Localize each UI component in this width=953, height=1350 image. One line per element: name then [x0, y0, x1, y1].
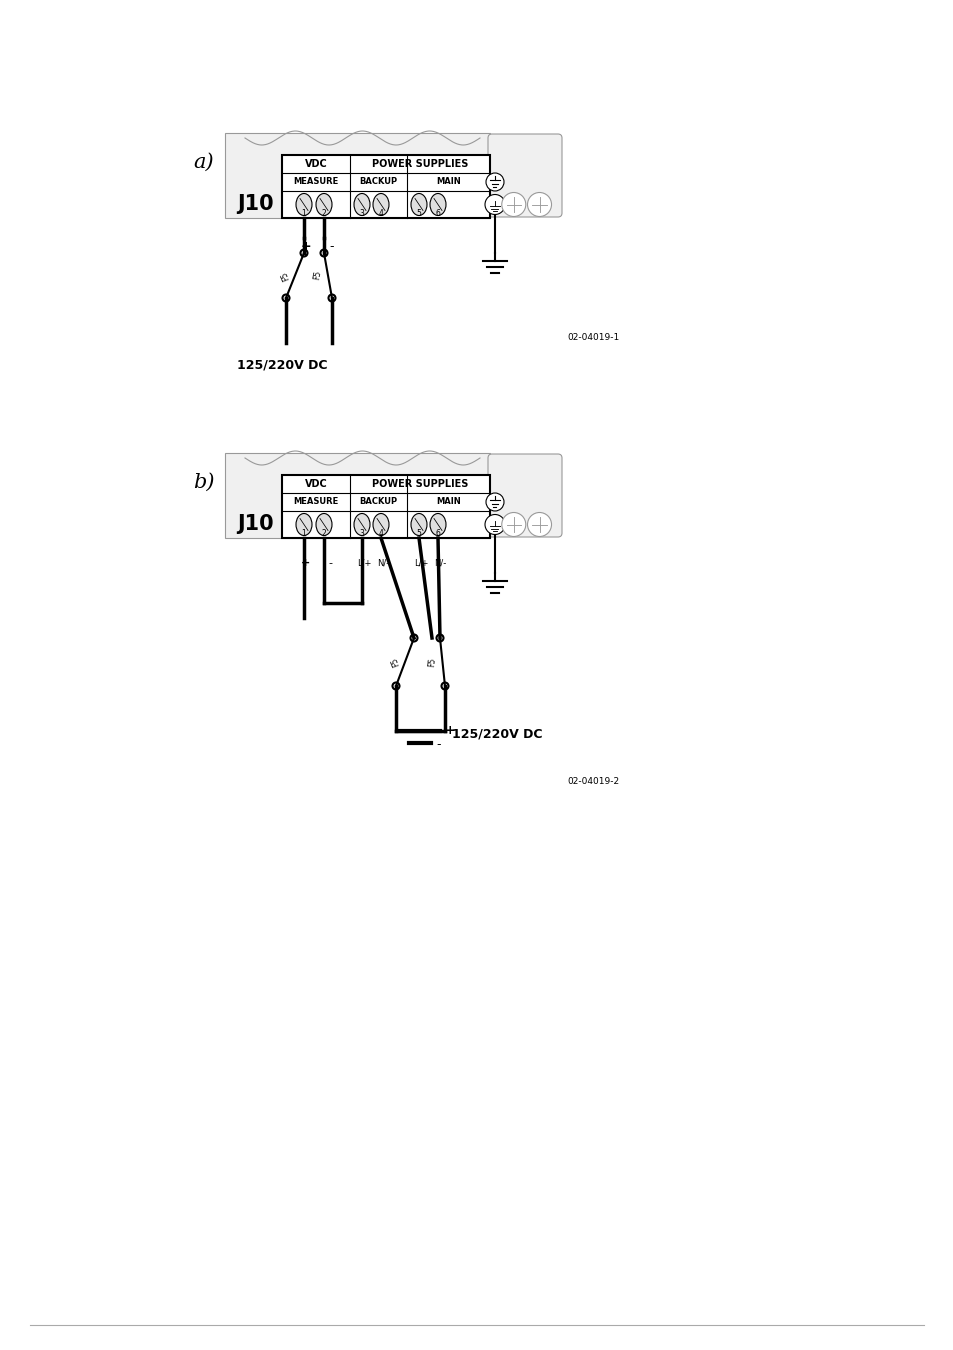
Text: a): a)	[193, 153, 213, 171]
Text: 02-04019-2: 02-04019-2	[567, 776, 619, 786]
Text: b): b)	[193, 472, 214, 491]
Ellipse shape	[411, 513, 427, 536]
Circle shape	[501, 193, 525, 216]
Circle shape	[436, 634, 443, 641]
Circle shape	[320, 250, 327, 256]
Circle shape	[410, 634, 417, 641]
Text: MAIN: MAIN	[436, 177, 460, 186]
Text: MAIN: MAIN	[436, 498, 460, 506]
Text: 4: 4	[378, 529, 383, 539]
Circle shape	[392, 683, 399, 690]
FancyBboxPatch shape	[488, 454, 561, 537]
Text: J10: J10	[237, 194, 274, 215]
Text: 1: 1	[301, 209, 306, 219]
Text: -: -	[328, 558, 332, 568]
Ellipse shape	[354, 193, 370, 216]
Text: 4: 4	[378, 209, 383, 219]
Text: 3: 3	[359, 529, 364, 539]
Text: +: +	[444, 725, 455, 737]
FancyBboxPatch shape	[488, 134, 561, 217]
Circle shape	[484, 194, 504, 215]
Circle shape	[527, 193, 551, 216]
Text: +: +	[300, 240, 311, 252]
Bar	[282, 155, 490, 217]
Text: 1: 1	[301, 529, 306, 539]
Circle shape	[282, 294, 289, 301]
Bar	[225, 454, 490, 539]
Ellipse shape	[430, 513, 446, 536]
Circle shape	[300, 250, 307, 256]
Text: 125/220V DC: 125/220V DC	[452, 728, 542, 741]
Text: F5: F5	[427, 657, 437, 667]
Ellipse shape	[295, 193, 312, 216]
Text: 5: 5	[416, 209, 421, 219]
Text: F5: F5	[313, 270, 323, 281]
Ellipse shape	[295, 513, 312, 536]
Text: 5: 5	[416, 529, 421, 539]
Text: +: +	[301, 558, 311, 568]
Text: POWER SUPPLIES: POWER SUPPLIES	[372, 159, 468, 169]
Text: MEASURE: MEASURE	[294, 177, 338, 186]
Text: 125/220V DC: 125/220V DC	[236, 358, 327, 371]
Text: 02-04019-1: 02-04019-1	[567, 333, 619, 343]
Circle shape	[484, 514, 504, 535]
Text: -: -	[330, 240, 334, 252]
Text: 6: 6	[436, 209, 440, 219]
Text: BACKUP: BACKUP	[359, 177, 397, 186]
Text: 2: 2	[321, 529, 326, 539]
Ellipse shape	[373, 513, 389, 536]
Circle shape	[485, 493, 503, 512]
Text: F5: F5	[279, 270, 291, 281]
Circle shape	[527, 513, 551, 536]
Circle shape	[328, 294, 335, 301]
Text: N/-: N/-	[434, 558, 446, 567]
Text: L/+: L/+	[356, 558, 371, 567]
Text: F5: F5	[389, 656, 400, 668]
Text: VDC: VDC	[304, 159, 327, 169]
Text: N/-: N/-	[376, 558, 389, 567]
Circle shape	[501, 513, 525, 536]
Text: POWER SUPPLIES: POWER SUPPLIES	[372, 479, 468, 489]
Text: J10: J10	[237, 514, 274, 535]
Circle shape	[485, 173, 503, 190]
Bar	[282, 475, 490, 539]
Ellipse shape	[315, 193, 332, 216]
Ellipse shape	[315, 513, 332, 536]
Ellipse shape	[354, 513, 370, 536]
Ellipse shape	[430, 193, 446, 216]
Text: 3: 3	[359, 209, 364, 219]
Text: 6: 6	[436, 529, 440, 539]
Bar	[225, 134, 490, 217]
Text: 2: 2	[321, 209, 326, 219]
Text: -: -	[436, 738, 440, 752]
Text: MEASURE: MEASURE	[294, 498, 338, 506]
Ellipse shape	[373, 193, 389, 216]
Text: VDC: VDC	[304, 479, 327, 489]
Ellipse shape	[411, 193, 427, 216]
Text: BACKUP: BACKUP	[359, 498, 397, 506]
Circle shape	[441, 683, 448, 690]
Text: L/+: L/+	[414, 558, 428, 567]
